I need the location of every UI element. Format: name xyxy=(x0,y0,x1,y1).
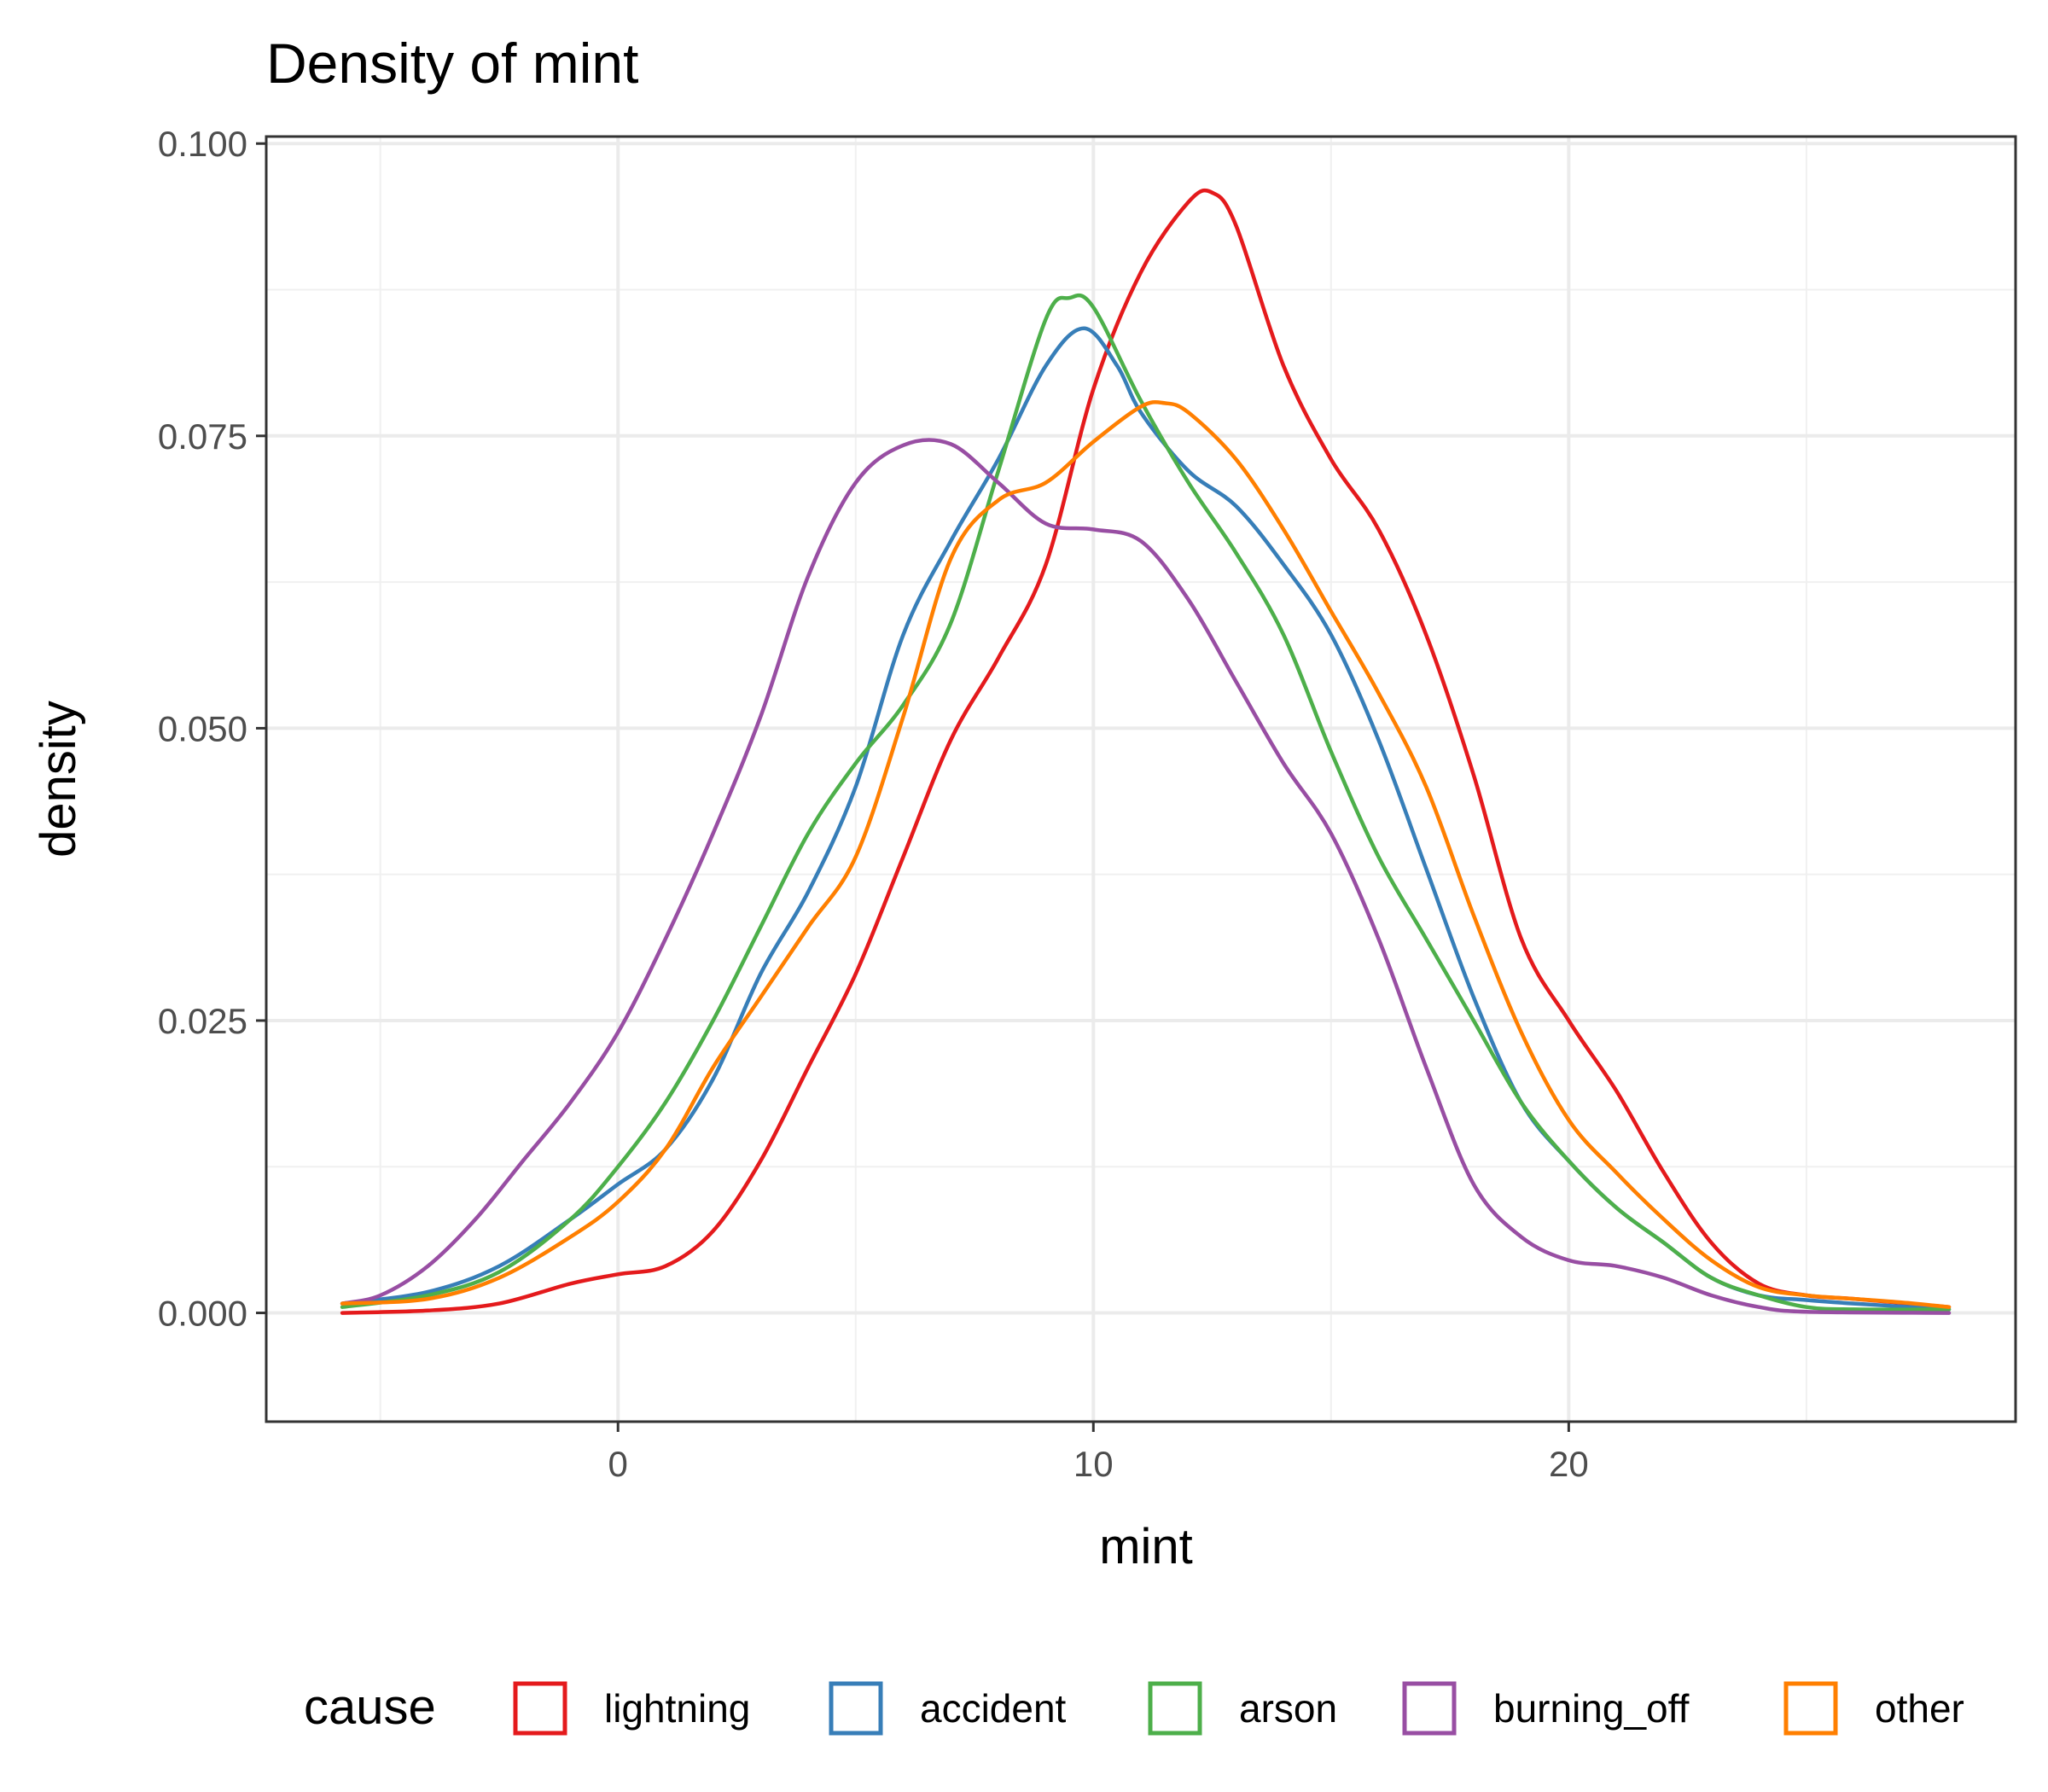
series-line-lightning xyxy=(340,188,1952,1315)
x-tick-label: 20 xyxy=(1549,1444,1589,1484)
plot-panel xyxy=(265,135,2017,1423)
legend-label-burning_off: burning_off xyxy=(1493,1686,1690,1731)
legend-item-burning_off: burning_off xyxy=(1402,1681,1690,1736)
x-axis: 0 10 20 xyxy=(608,1422,1589,1484)
legend-items: lightning accident arson burning_off other xyxy=(513,1681,1964,1736)
panel-border xyxy=(265,135,2017,1423)
legend-label-accident: accident xyxy=(920,1686,1067,1731)
x-tick-label: 0 xyxy=(608,1444,628,1484)
series-line-other xyxy=(340,399,1952,1309)
panel-background xyxy=(266,137,2016,1422)
legend-key-arson xyxy=(1148,1681,1202,1736)
legend-key-accident xyxy=(829,1681,883,1736)
legend-label-lightning: lightning xyxy=(604,1686,750,1731)
x-tick-label: 10 xyxy=(1073,1444,1114,1484)
legend-key-burning_off xyxy=(1402,1681,1457,1736)
legend-item-other: other xyxy=(1783,1681,1964,1736)
legend-item-accident: accident xyxy=(829,1681,1067,1736)
density-curves xyxy=(340,188,1952,1315)
legend-item-lightning: lightning xyxy=(513,1681,750,1736)
y-axis-title: density xyxy=(31,701,86,858)
series-line-burning_off xyxy=(340,438,1952,1315)
y-tick-label: 0.075 xyxy=(158,416,247,457)
major-gridlines xyxy=(266,137,2016,1422)
legend-label-arson: arson xyxy=(1239,1686,1337,1731)
minor-gridlines xyxy=(266,137,2016,1422)
legend-label-other: other xyxy=(1875,1686,1964,1731)
legend-key-other xyxy=(1783,1681,1838,1736)
y-tick-label: 0.025 xyxy=(158,1001,247,1041)
chart-title: Density of mint xyxy=(266,32,638,95)
x-axis-title: mint xyxy=(1099,1519,1193,1574)
y-axis: 0.000 0.025 0.050 0.075 0.100 xyxy=(158,124,266,1334)
y-tick-label: 0.100 xyxy=(158,124,247,164)
legend-title: cause xyxy=(304,1679,436,1735)
series-line-arson xyxy=(340,293,1952,1312)
legend-item-arson: arson xyxy=(1148,1681,1337,1736)
legend-key-lightning xyxy=(513,1681,567,1736)
y-tick-label: 0.000 xyxy=(158,1294,247,1334)
legend: cause lightning accident arson burning_off o… xyxy=(304,1679,1964,1736)
y-tick-label: 0.050 xyxy=(158,708,247,748)
